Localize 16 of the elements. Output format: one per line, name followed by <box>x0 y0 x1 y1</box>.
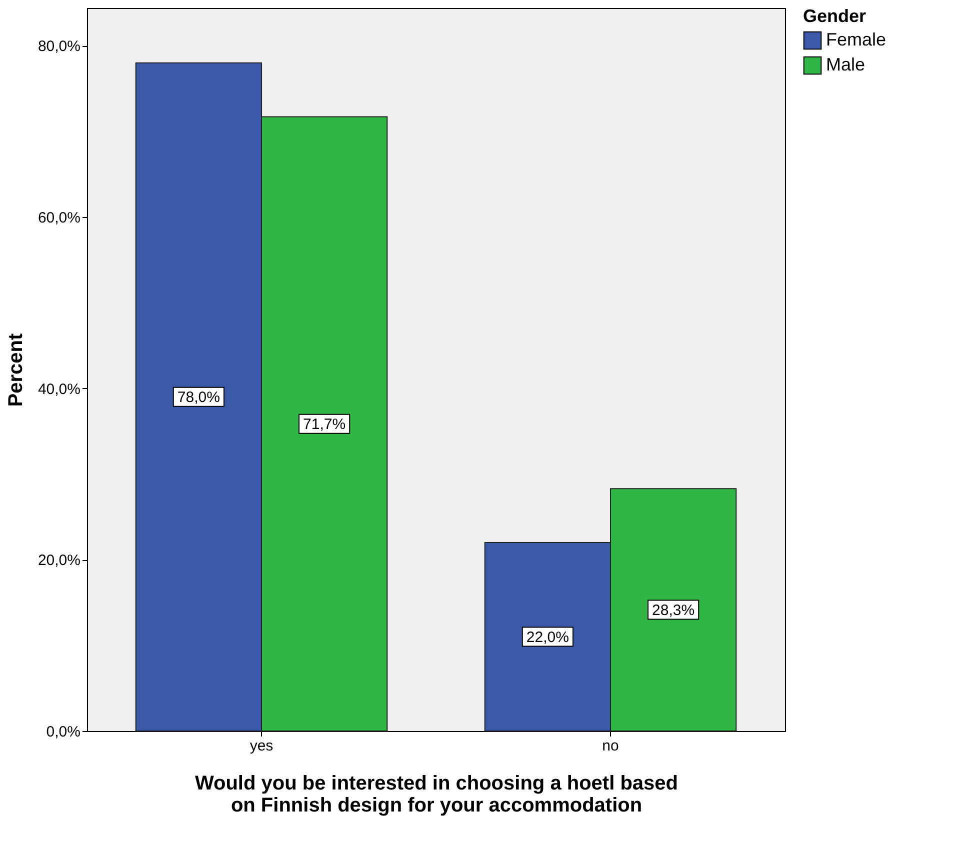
data-label: 78,0% <box>177 388 220 406</box>
x-tick-label: yes <box>250 738 274 754</box>
y-tick-label: 0,0% <box>46 724 80 740</box>
data-label: 71,7% <box>303 416 346 433</box>
data-label: 28,3% <box>652 602 695 619</box>
y-tick-label: 80,0% <box>38 38 80 56</box>
legend-label: Female <box>826 30 886 50</box>
data-label: 22,0% <box>526 628 569 646</box>
x-tick-label: no <box>602 738 619 754</box>
y-tick-label: 20,0% <box>38 552 80 570</box>
legend-title: Gender <box>803 6 866 26</box>
x-axis-title: Would you be interested in choosing a hoetl based on Finnish design for your accommodation <box>194 772 678 816</box>
y-axis-title: Percent <box>4 332 27 407</box>
legend-label: Male <box>826 54 866 74</box>
y-tick-label: 60,0% <box>38 210 80 227</box>
y-tick-label: 40,0% <box>38 380 80 398</box>
